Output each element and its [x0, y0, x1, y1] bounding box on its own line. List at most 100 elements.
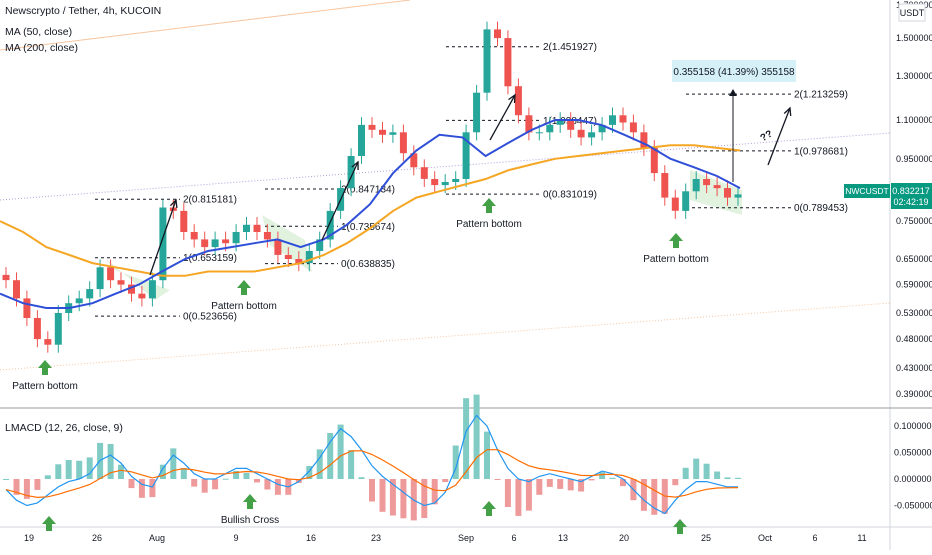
plot-background	[0, 0, 890, 550]
macd-histogram-bar	[348, 450, 355, 479]
pattern-label: Bullish Cross	[221, 515, 279, 526]
time-tick-label: 19	[24, 533, 34, 543]
macd-histogram-bar	[86, 457, 93, 479]
macd-histogram-bar	[65, 460, 72, 479]
candle-body	[107, 267, 115, 281]
pattern-label: Pattern bottom	[643, 254, 709, 265]
symbol-tag-text: NWCUSDT	[845, 186, 888, 196]
pattern-label: Pattern bottom	[12, 381, 78, 392]
macd-histogram-bar	[640, 479, 647, 511]
macd-histogram-bar	[557, 479, 564, 489]
last-price-tag	[891, 183, 932, 209]
pattern-label: Pattern bottom	[211, 301, 277, 312]
candle-body	[44, 339, 52, 345]
candle-body	[692, 179, 700, 192]
macd-histogram-bar	[306, 466, 313, 479]
price-tick-label: 0.390000	[896, 389, 932, 399]
candle-body	[347, 156, 355, 189]
macd-histogram-bar	[421, 479, 428, 518]
fib-label: 2(1.213259)	[794, 90, 848, 101]
macd-histogram-bar	[442, 479, 449, 483]
time-tick-label: 6	[812, 533, 817, 543]
candle-body	[609, 115, 616, 125]
candle-body	[535, 132, 543, 134]
macd-histogram-bar	[651, 479, 658, 515]
fib-label: 1(0.735674)	[341, 222, 395, 233]
macd-axis[interactable]: 0.100000 0.050000 0.000000 -0.050000	[894, 421, 932, 511]
macd-histogram-bar	[170, 448, 177, 479]
macd-histogram-bar	[620, 479, 626, 487]
candle-body	[598, 124, 606, 133]
macd-histogram-bar	[682, 467, 689, 479]
macd-histogram-bar	[212, 479, 219, 490]
candle-body	[96, 267, 104, 290]
candle-body	[410, 153, 418, 168]
candle-body	[734, 194, 742, 198]
lmacd-legend[interactable]: LMACD (12, 26, close, 9)	[5, 422, 123, 434]
fib-label: 0(0.831019)	[543, 190, 597, 201]
up-arrow-icon	[42, 516, 56, 531]
candle-body	[462, 132, 470, 179]
ma200-legend[interactable]: MA (200, close)	[5, 42, 78, 54]
macd-histogram-bar	[567, 479, 574, 491]
price-tick-label: 0.530000	[896, 308, 932, 318]
macd-histogram-bar	[180, 468, 187, 479]
trend-arrowhead	[508, 93, 516, 104]
candle-body	[326, 210, 334, 240]
time-axis[interactable]: 19 26 Aug 9 16 23 Sep 6 13 20 25 Oct 6 11	[24, 533, 867, 543]
candle-body	[201, 239, 209, 248]
candle-body	[473, 92, 481, 133]
candle-body	[640, 132, 648, 148]
trend-arrowhead	[169, 198, 178, 208]
candle-body	[650, 147, 658, 174]
candle-body	[494, 29, 501, 39]
candlesticks	[2, 21, 742, 353]
macd-histogram-bar	[693, 458, 700, 479]
macd-tick-label: 0.000000	[894, 474, 932, 484]
time-tick-label: 25	[701, 533, 711, 543]
macd-histogram-bar	[327, 433, 334, 479]
candle-body	[588, 132, 596, 138]
candle-body	[379, 129, 386, 135]
candle-body	[577, 129, 585, 138]
trend-arrowhead	[351, 160, 359, 171]
macd-histogram-bar	[578, 479, 585, 492]
macd-histogram-bar	[3, 479, 9, 480]
candle-body	[86, 289, 94, 299]
candle-body	[724, 188, 731, 198]
candle-body	[514, 86, 522, 116]
ma50-legend[interactable]: MA (50, close)	[5, 26, 72, 38]
candle-body	[33, 318, 41, 340]
trend-arrow	[767, 107, 791, 166]
macd-histogram-bar	[473, 394, 480, 479]
candle-body	[358, 124, 365, 156]
trend-arrow	[489, 94, 516, 141]
macd-histogram-bar	[546, 479, 553, 487]
channel-upper-line	[0, 0, 411, 51]
candle-body	[75, 298, 83, 304]
macd-histogram-bar	[23, 479, 30, 499]
candle-body	[13, 280, 20, 299]
macd-histogram-bar	[724, 477, 731, 479]
macd-histogram-bar	[494, 479, 501, 480]
macd-histogram-bar	[337, 424, 344, 479]
fib-label: 2(0.815181)	[183, 195, 237, 206]
candle-body	[253, 224, 261, 232]
candle-body	[159, 207, 167, 281]
macd-histogram-bar	[735, 477, 741, 479]
candle-body	[441, 182, 449, 186]
macd-tick-label: -0.050000	[894, 501, 932, 511]
candle-body	[504, 38, 512, 87]
macd-histogram-bar	[504, 479, 511, 507]
macd-histogram-bar	[672, 479, 679, 486]
macd-histogram-bar	[55, 464, 62, 479]
macd-histogram-bar	[233, 470, 240, 479]
candle-body	[180, 210, 188, 232]
macd-histogram-bar	[316, 449, 323, 479]
price-tick-label: 0.950000	[896, 154, 932, 164]
question-annotation: ??	[759, 129, 775, 145]
macd-histogram-bar	[128, 479, 135, 489]
price-tick-label: 0.650000	[896, 254, 932, 264]
